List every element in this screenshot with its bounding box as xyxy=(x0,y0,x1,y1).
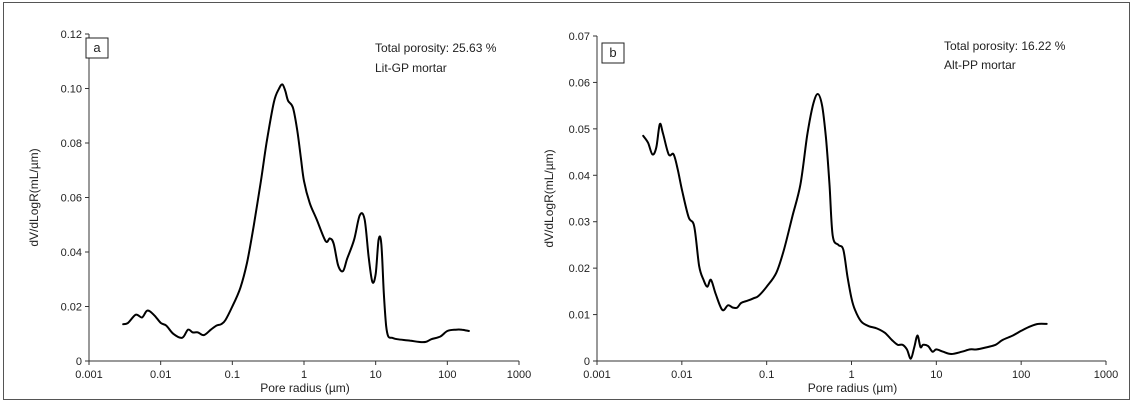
mortar-name-annotation: Alt-PP mortar xyxy=(944,58,1016,72)
x-tick-label: 0.001 xyxy=(583,369,611,381)
y-axis-label: dV/dLogR(mL/µm) xyxy=(542,149,556,247)
y-tick-label: 0.01 xyxy=(569,310,590,322)
y-tick-label: 0.06 xyxy=(569,77,590,89)
y-tick-label: 0.12 xyxy=(61,29,82,41)
y-tick-label: 0.06 xyxy=(61,193,82,205)
y-axis-label: dV/dLogR(mL/µm) xyxy=(27,148,41,246)
x-tick-label: 100 xyxy=(1012,369,1030,381)
y-tick-label: 0.02 xyxy=(61,302,82,314)
x-tick-label: 1 xyxy=(301,369,307,381)
panel-label-box xyxy=(85,37,109,59)
x-tick-label: 0.01 xyxy=(150,369,171,381)
panel-label: b xyxy=(609,45,616,60)
y-tick-label: 0 xyxy=(584,356,590,368)
y-tick-label: 0.08 xyxy=(61,138,82,150)
x-tick-label: 1000 xyxy=(1094,369,1118,381)
x-tick-label: 1000 xyxy=(507,369,531,381)
y-tick-label: 0.02 xyxy=(569,263,590,275)
y-tick-label: 0 xyxy=(76,356,82,368)
x-tick-label: 0.01 xyxy=(671,369,692,381)
series-line xyxy=(122,83,470,344)
x-tick-label: 0.1 xyxy=(225,369,240,381)
y-tick-label: 0.10 xyxy=(61,84,82,96)
x-axis-label: Pore radius (µm) xyxy=(808,381,898,395)
series-line xyxy=(642,93,1048,360)
x-tick-label: 0.001 xyxy=(75,369,103,381)
porosity-annotation: Total porosity: 16.22 % xyxy=(944,39,1066,53)
y-tick-label: 0.04 xyxy=(569,170,590,182)
y-tick-label: 0.05 xyxy=(569,124,590,136)
figure-frame xyxy=(3,2,1130,400)
y-tick-label: 0.03 xyxy=(569,217,590,229)
x-tick-label: 100 xyxy=(438,369,456,381)
mortar-name-annotation: Lit-GP mortar xyxy=(375,61,447,75)
x-tick-label: 10 xyxy=(370,369,382,381)
y-tick-label: 0.04 xyxy=(61,247,82,259)
x-tick-label: 1 xyxy=(848,369,854,381)
x-tick-label: 10 xyxy=(930,369,942,381)
x-tick-label: 0.1 xyxy=(759,369,774,381)
x-axis-label: Pore radius (µm) xyxy=(260,381,350,395)
panel-label-box xyxy=(601,42,625,64)
porosity-annotation: Total porosity: 25.63 % xyxy=(375,41,497,55)
y-tick-label: 0.07 xyxy=(569,31,590,43)
panel-label: a xyxy=(93,40,101,55)
